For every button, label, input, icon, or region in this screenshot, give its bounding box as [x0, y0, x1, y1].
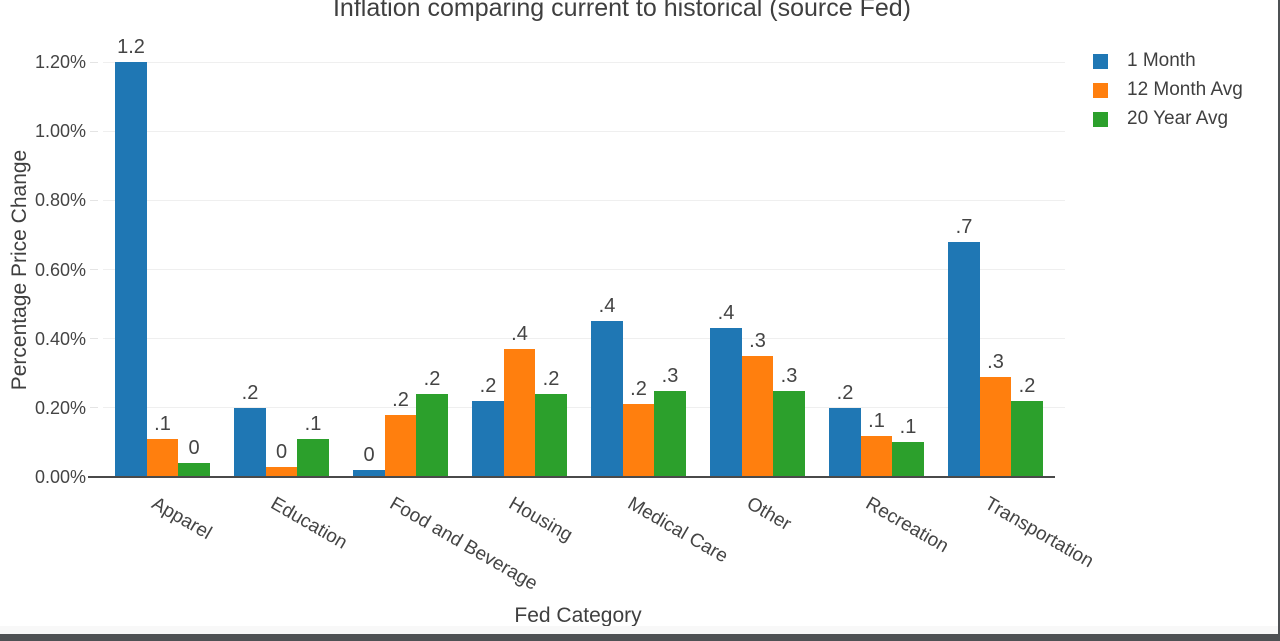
- window-bottom-edge: [0, 634, 1278, 641]
- window-bottom-band: [0, 626, 1278, 634]
- legend-label: 20 Year Avg: [1127, 108, 1229, 129]
- y-tick-label: 0.00%: [34, 467, 86, 487]
- bar-20-year-avg: [773, 390, 805, 477]
- bar-20-year-avg: [416, 394, 448, 477]
- bar-value-label: .3: [749, 329, 766, 352]
- bar-1-month: [115, 62, 147, 477]
- bar-value-label: .2: [836, 381, 854, 404]
- bar-value-label: .1: [304, 412, 322, 435]
- bar-20-year-avg: [535, 394, 567, 477]
- legend: 1 Month 12 Month Avg 20 Year Avg: [1093, 50, 1243, 140]
- bar-value-label: 0: [275, 440, 288, 463]
- x-tick-label: Housing: [504, 493, 576, 547]
- bar-1-month: [829, 407, 861, 477]
- bar-value-label: .2: [392, 388, 409, 411]
- x-tick-label: Recreation: [861, 493, 952, 558]
- bar-value-label: .1: [154, 412, 171, 435]
- x-axis-title: Fed Category: [514, 604, 642, 627]
- bar-value-label: .4: [598, 295, 616, 318]
- bar-value-label: 0: [363, 444, 375, 467]
- bar-12-month-avg: [979, 376, 1012, 477]
- bar-1-month: [353, 470, 385, 477]
- gridline: [103, 61, 1065, 63]
- gridline: [103, 407, 1065, 409]
- y-tick-label: 0.80%: [34, 190, 86, 211]
- bar-1-month: [948, 241, 980, 477]
- gridline: [103, 199, 1065, 201]
- bar-value-label: .4: [511, 323, 528, 346]
- bar-12-month-avg: [384, 414, 417, 477]
- bar-12-month-avg: [146, 438, 179, 477]
- bar-12-month-avg: [503, 349, 536, 477]
- gridline: [103, 338, 1065, 340]
- legend-color-swatch-icon: [1093, 111, 1108, 127]
- legend-item-20-year-avg[interactable]: 20 Year Avg: [1093, 108, 1243, 129]
- legend-item-1-month[interactable]: 1 Month: [1093, 50, 1243, 71]
- bar-value-label: .2: [241, 381, 259, 404]
- x-tick-label: Transportation: [980, 493, 1097, 573]
- bar-20-year-avg: [178, 463, 210, 477]
- gridline: [103, 269, 1065, 270]
- bar-value-label: .3: [780, 364, 798, 387]
- bar-20-year-avg: [654, 390, 686, 477]
- y-tick-mark: [90, 407, 98, 409]
- gridline: [103, 130, 1065, 132]
- bar-value-label: .2: [479, 374, 497, 397]
- bar-12-month-avg: [741, 355, 774, 477]
- chart-title: Inflation comparing current to historica…: [332, 0, 912, 22]
- y-tick-mark: [90, 130, 98, 132]
- bar-value-label: .1: [868, 409, 885, 432]
- x-axis-line: [88, 476, 1055, 478]
- plot-area: 0.00% 0.20% 0.40% 0.60% 0.80% 1.00% 1.20% 1.2 .1…: [35, 37, 1097, 595]
- bar-value-label: .1: [899, 416, 917, 439]
- y-tick-mark: [90, 269, 98, 270]
- y-tick-label: 0.40%: [34, 328, 86, 349]
- bar-1-month: [591, 321, 623, 477]
- y-tick-mark: [90, 338, 98, 340]
- x-tick-label: Other: [742, 493, 795, 536]
- bar-value-label: .3: [661, 364, 679, 387]
- bar-12-month-avg: [860, 435, 893, 477]
- y-tick-mark: [90, 61, 98, 63]
- bar-value-label: 0: [188, 437, 200, 460]
- bar-value-label: .7: [955, 215, 973, 238]
- bar-value-label: .4: [717, 302, 735, 325]
- bar-20-year-avg: [297, 438, 329, 477]
- bar-1-month: [472, 400, 504, 477]
- y-tick-label: 0.20%: [34, 397, 86, 418]
- x-tick-label: Apparel: [147, 493, 215, 545]
- bar-value-label: .2: [542, 368, 560, 390]
- legend-item-12-month-avg[interactable]: 12 Month Avg: [1093, 79, 1243, 100]
- legend-color-swatch-icon: [1093, 82, 1108, 98]
- bar-1-month: [710, 328, 742, 477]
- bar-12-month-avg: [265, 466, 298, 477]
- y-tick-mark: [90, 199, 98, 201]
- bar-20-year-avg: [1011, 400, 1043, 477]
- bar-value-label: .2: [1018, 374, 1036, 397]
- bar-12-month-avg: [622, 404, 655, 477]
- legend-color-swatch-icon: [1093, 53, 1108, 69]
- bar-20-year-avg: [892, 442, 924, 477]
- y-tick-label: 1.00%: [34, 121, 86, 142]
- bar-value-label: 1.2: [117, 36, 145, 58]
- bar-value-label: .2: [423, 368, 441, 390]
- x-tick-label: Medical Care: [623, 493, 731, 568]
- legend-label: 1 Month: [1127, 50, 1196, 71]
- legend-label: 12 Month Avg: [1127, 79, 1243, 100]
- y-tick-label: 0.60%: [34, 259, 86, 280]
- x-tick-label: Education: [266, 493, 351, 554]
- bar-value-label: .3: [987, 350, 1004, 373]
- y-tick-label: 1.20%: [34, 52, 86, 72]
- bar-1-month: [234, 407, 266, 477]
- bar-value-label: .2: [630, 378, 647, 401]
